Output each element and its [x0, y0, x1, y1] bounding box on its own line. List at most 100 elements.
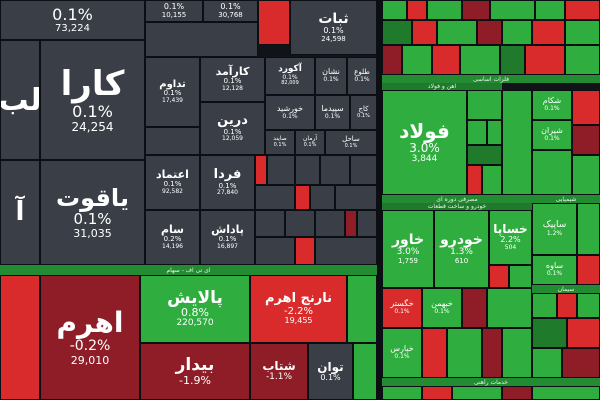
mini-tile[interactable] — [320, 155, 350, 185]
mini-tile[interactable] — [382, 20, 412, 45]
mini-tile[interactable] — [255, 237, 295, 265]
tile-4[interactable]: کارا 0.1% 24,254 — [40, 40, 145, 160]
mini-tile[interactable] — [572, 90, 600, 125]
mini-tile[interactable] — [345, 210, 357, 237]
mini-tile[interactable] — [295, 185, 310, 210]
mini-tile[interactable] — [532, 20, 565, 45]
tile-18[interactable]: شتاب -1.1% — [250, 343, 308, 400]
mini-tile[interactable] — [460, 45, 500, 75]
mini-tile[interactable] — [477, 20, 502, 45]
tile-16[interactable]: اهرم -0.2% 29,010 — [40, 275, 140, 400]
mini-tile[interactable] — [487, 288, 532, 328]
mini-tile[interactable] — [482, 328, 502, 378]
small-tile-6[interactable]: ساحل 0.1% — [325, 130, 377, 155]
mini-tile[interactable] — [467, 165, 482, 195]
mini-tile[interactable] — [532, 293, 557, 318]
small-tile-3[interactable]: خورشید 0.1% — [265, 95, 315, 130]
small-tile-1[interactable]: طلوع 0.1% — [347, 57, 377, 95]
tile-partial-left-3[interactable] — [0, 275, 40, 400]
small-tile-5[interactable]: کاج 0.1% — [350, 95, 377, 130]
tile-12[interactable]: سام 0.2% 14,196 — [145, 210, 200, 265]
mini-tile[interactable] — [572, 155, 600, 195]
small-tile-9[interactable]: شکام 0.1% — [532, 90, 572, 120]
mini-tile[interactable] — [565, 0, 600, 20]
mini-tile[interactable] — [255, 155, 267, 185]
tile-20[interactable]: فولاد 3.0% 3,844 — [382, 90, 467, 195]
tile-2[interactable]: 0.1% 30,768 — [203, 0, 258, 22]
small-tile-13[interactable]: خگستر 0.1% — [382, 288, 422, 328]
tile-7[interactable]: آکورد 0.1% 82,009 — [265, 57, 315, 95]
mini-tile[interactable] — [437, 20, 477, 45]
mini-tile[interactable] — [577, 293, 600, 318]
mini-tile[interactable] — [525, 45, 565, 75]
tile-red-top[interactable] — [258, 0, 290, 45]
tile-8[interactable]: تداوم 0.1% 17,439 — [145, 57, 200, 127]
mini-tile[interactable] — [447, 328, 482, 378]
mini-tile[interactable] — [432, 45, 460, 75]
mini-tile[interactable] — [532, 318, 567, 348]
mini-tile[interactable] — [567, 318, 600, 348]
mini-tile[interactable] — [467, 90, 502, 120]
mini-tile[interactable] — [422, 328, 447, 378]
mini-tile[interactable] — [357, 210, 377, 237]
mini-tile[interactable] — [565, 45, 600, 75]
mini-tile[interactable] — [502, 90, 532, 195]
mini-tile[interactable] — [452, 386, 502, 400]
mini-tile[interactable] — [487, 120, 502, 145]
small-tile-14[interactable]: خبهمن 0.1% — [422, 288, 462, 328]
mini-tile[interactable] — [407, 0, 427, 20]
tile-6[interactable]: کارآمد 0.1% 12,128 — [200, 57, 265, 102]
mini-tile[interactable] — [462, 288, 487, 328]
mini-tile[interactable] — [295, 155, 320, 185]
mini-tile[interactable] — [577, 255, 600, 285]
small-tile-7[interactable]: صایند 0.1% — [265, 130, 295, 155]
mini-tile[interactable] — [532, 386, 600, 400]
mini-tile[interactable] — [427, 0, 462, 20]
tile-17[interactable]: بیدار -1.9% — [140, 343, 250, 400]
mini-tile[interactable] — [502, 328, 532, 378]
mini-tile[interactable] — [562, 348, 600, 378]
tile-3[interactable]: ثبات 0.1% 24,598 — [290, 0, 377, 55]
small-tile-11[interactable]: ساوه 0.1% — [532, 255, 577, 285]
mini-tile[interactable] — [462, 0, 490, 20]
tile-blank-2[interactable] — [145, 127, 200, 155]
mini-tile[interactable] — [285, 210, 315, 237]
mini-tile[interactable] — [502, 386, 532, 400]
small-tile-4[interactable]: سپیدما 0.1% — [315, 95, 350, 130]
tile-partial-left-1[interactable]: لب — [0, 40, 40, 160]
mini-tile[interactable] — [467, 145, 502, 165]
tile-1[interactable]: 0.1% 10,155 — [145, 0, 203, 22]
mini-tile[interactable] — [402, 45, 432, 75]
mini-tile[interactable] — [412, 20, 437, 45]
tile-9[interactable]: درین 0.1% 12,059 — [200, 102, 265, 155]
tile-blank-1[interactable] — [145, 22, 258, 57]
mini-tile[interactable] — [467, 120, 487, 145]
mini-tile[interactable] — [382, 386, 422, 400]
mini-tile[interactable] — [482, 165, 502, 195]
tile-15[interactable]: نارنج اهرم -2.2% 19,455 — [250, 275, 347, 343]
mini-tile[interactable] — [347, 275, 377, 343]
mini-tile[interactable] — [310, 185, 335, 210]
mini-tile[interactable] — [315, 237, 377, 265]
mini-tile[interactable] — [335, 185, 377, 210]
tile-11[interactable]: فردا 0.1% 27,840 — [200, 155, 255, 210]
mini-tile[interactable] — [500, 45, 525, 75]
mini-tile[interactable] — [565, 20, 600, 45]
small-tile-12[interactable]: شیران 0.1% — [532, 120, 572, 150]
tile-19[interactable]: توان 0.1% — [308, 343, 353, 400]
tile-13[interactable]: پاداش 0.1% 16,897 — [200, 210, 255, 265]
mini-tile[interactable] — [295, 237, 315, 265]
mini-tile[interactable] — [572, 125, 600, 155]
mini-tile[interactable] — [350, 155, 377, 185]
mini-tile[interactable] — [532, 150, 572, 195]
mini-tile[interactable] — [353, 343, 377, 400]
mini-tile[interactable] — [577, 203, 600, 255]
mini-tile[interactable] — [382, 45, 402, 75]
mini-tile[interactable] — [502, 20, 532, 45]
small-tile-8[interactable]: آرمان 0.1% — [295, 130, 325, 155]
tile-14[interactable]: پالایش 0.8% 220,570 — [140, 275, 250, 343]
mini-tile[interactable] — [557, 293, 577, 318]
mini-tile[interactable] — [255, 210, 285, 237]
mini-tile[interactable] — [532, 348, 562, 378]
mini-tile[interactable] — [535, 0, 565, 20]
